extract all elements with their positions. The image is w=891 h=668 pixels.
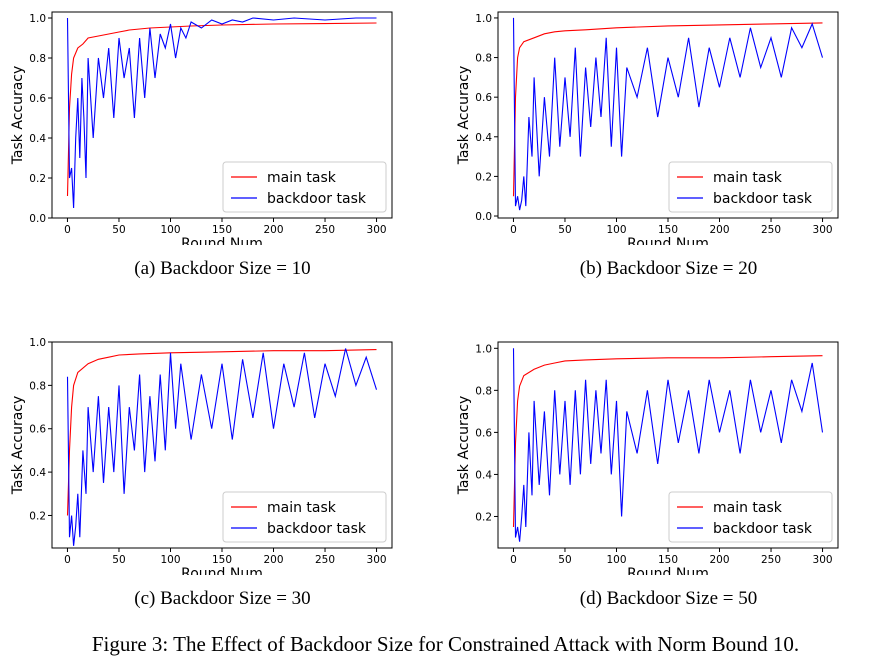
chart-d: 0 50 100 150 200 250 300 0.2 0.4 0.6 0.8 1.0 Round N… xyxy=(456,341,839,582)
x-tick-label: 200 xyxy=(263,224,283,236)
legend-box xyxy=(222,161,387,213)
y-tick-label: 0.8 xyxy=(29,53,46,65)
series-line-0 xyxy=(66,349,377,516)
y-tick-label: 0.4 xyxy=(475,469,492,481)
x-tick-label: 100 xyxy=(606,554,626,566)
y-tick-label: 1.0 xyxy=(29,13,46,25)
x-tick-label: 100 xyxy=(160,554,180,566)
y-tick-label: 0.4 xyxy=(29,133,46,145)
y-tick-label: 0.6 xyxy=(475,427,492,439)
x-tick-label: 50 xyxy=(558,554,571,566)
y-tick-label: 0.8 xyxy=(475,53,492,65)
x-axis-label: Round Num xyxy=(181,566,263,575)
legend-label: backdoor task xyxy=(713,521,813,537)
y-tick-label: 0.2 xyxy=(29,173,46,185)
y-tick-label: 0.6 xyxy=(29,424,46,436)
series-line-1 xyxy=(66,17,377,209)
x-tick-label: 150 xyxy=(658,554,678,566)
x-tick-label: 100 xyxy=(606,224,626,236)
y-axis-label: Task Accuracy xyxy=(456,66,472,166)
y-tick-label: 0.4 xyxy=(475,132,492,144)
chart-panel-d: 0 50 100 150 200 250 300 0.2 0.4 0.6 0.8 1.0 Round N… xyxy=(446,330,891,640)
chart-b: 0 50 100 150 200 250 300 0.0 0.2 0.4 0.6 0.8 1.0 Roun… xyxy=(456,11,839,252)
legend-box xyxy=(668,161,833,213)
y-tick-label: 0.6 xyxy=(475,92,492,104)
chart-a: 0 50 100 150 200 250 300 0.0 0.2 0.4 0.6 0.8 1.0 Roun… xyxy=(10,11,393,252)
series-line-0 xyxy=(66,22,377,197)
chart-panel-a: 0 50 100 150 200 250 300 0.0 0.2 0.4 0.6 0.8 1.0 Roun… xyxy=(0,0,445,310)
x-tick-label: 300 xyxy=(813,554,833,566)
x-tick-label: 300 xyxy=(813,224,833,236)
x-tick-label: 250 xyxy=(761,554,781,566)
x-tick-label: 100 xyxy=(160,224,180,236)
y-axis-label: Task Accuracy xyxy=(10,66,26,166)
x-axis-label: Round Num xyxy=(627,236,709,245)
x-tick-label: 0 xyxy=(64,224,71,236)
x-tick-label: 150 xyxy=(658,224,678,236)
x-tick-label: 250 xyxy=(315,224,335,236)
x-tick-label: 250 xyxy=(315,554,335,566)
legend-label: backdoor task xyxy=(267,191,367,207)
x-tick-label: 50 xyxy=(112,554,125,566)
legend-box xyxy=(222,491,387,543)
x-tick-label: 0 xyxy=(510,224,517,236)
y-axis-label: Task Accuracy xyxy=(10,396,26,496)
series-line-0 xyxy=(512,355,823,528)
caption-c: (c) Backdoor Size = 30 xyxy=(134,588,311,609)
x-tick-label: 250 xyxy=(761,224,781,236)
legend-box xyxy=(668,491,833,543)
y-axis-label: Task Accuracy xyxy=(456,396,472,496)
x-tick-label: 300 xyxy=(367,224,387,236)
y-tick-label: 0.2 xyxy=(29,510,46,522)
x-tick-label: 0 xyxy=(510,554,517,566)
y-tick-label: 0.8 xyxy=(475,385,492,397)
series-line-0 xyxy=(512,22,823,197)
x-tick-label: 50 xyxy=(558,224,571,236)
x-tick-label: 0 xyxy=(64,554,71,566)
x-tick-label: 200 xyxy=(263,554,283,566)
y-tick-label: 0.2 xyxy=(475,171,492,183)
x-tick-label: 300 xyxy=(367,554,387,566)
x-tick-label: 50 xyxy=(112,224,125,236)
x-tick-label: 150 xyxy=(212,224,232,236)
legend-label: main task xyxy=(267,170,337,186)
y-tick-label: 0.6 xyxy=(29,93,46,105)
x-tick-label: 200 xyxy=(709,554,729,566)
series-line-1 xyxy=(512,17,824,211)
series-line-1 xyxy=(512,348,824,542)
chart-panel-b: 0 50 100 150 200 250 300 0.0 0.2 0.4 0.6 0.8 1.0 Roun… xyxy=(446,0,891,310)
chart-panel-c: 0 50 100 150 200 250 300 0.2 0.4 0.6 0.8 1.0 Round N… xyxy=(0,330,445,640)
legend-label: backdoor task xyxy=(713,191,813,207)
y-tick-label: 1.0 xyxy=(475,343,492,355)
series-line-1 xyxy=(66,348,378,546)
y-tick-label: 0.0 xyxy=(29,213,46,225)
y-tick-label: 0.8 xyxy=(29,380,46,392)
legend-label: main task xyxy=(713,170,783,186)
caption-d: (d) Backdoor Size = 50 xyxy=(579,588,758,609)
legend-label: backdoor task xyxy=(267,521,367,537)
y-tick-label: 0.4 xyxy=(29,467,46,479)
y-tick-label: 1.0 xyxy=(475,13,492,25)
x-axis-label: Round Num xyxy=(181,236,263,245)
caption-a: (a) Backdoor Size = 10 xyxy=(134,258,311,279)
x-axis-label: Round Num xyxy=(627,566,709,575)
legend-label: main task xyxy=(267,500,337,516)
y-tick-label: 0.2 xyxy=(475,511,492,523)
x-tick-label: 150 xyxy=(212,554,232,566)
x-tick-label: 200 xyxy=(709,224,729,236)
caption-b: (b) Backdoor Size = 20 xyxy=(579,258,758,279)
figure-caption: Figure 3: The Effect of Backdoor Size fo… xyxy=(91,632,800,656)
y-tick-label: 0.0 xyxy=(475,211,492,223)
y-tick-label: 1.0 xyxy=(29,337,46,349)
chart-c: 0 50 100 150 200 250 300 0.2 0.4 0.6 0.8 1.0 Round N… xyxy=(10,337,393,582)
legend-label: main task xyxy=(713,500,783,516)
